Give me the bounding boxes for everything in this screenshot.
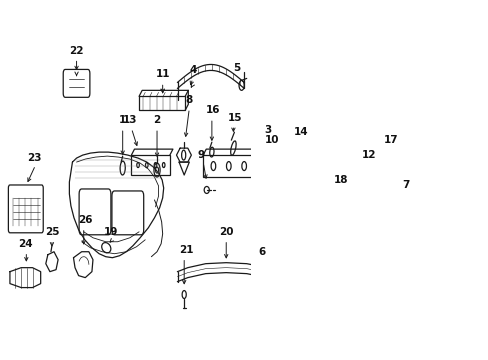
Text: 19: 19 (103, 227, 118, 237)
Bar (203, 155, 269, 177)
Text: 3: 3 (264, 125, 271, 135)
Text: 13: 13 (122, 115, 137, 125)
Text: 15: 15 (228, 113, 242, 123)
Text: 10: 10 (264, 135, 279, 145)
Text: 24: 24 (18, 239, 33, 249)
Text: 14: 14 (293, 127, 308, 137)
Text: 9: 9 (197, 150, 204, 160)
Text: 25: 25 (44, 227, 59, 237)
Text: 1: 1 (119, 115, 126, 125)
Text: 17: 17 (383, 135, 398, 145)
Text: 6: 6 (258, 247, 265, 257)
Text: 18: 18 (334, 175, 348, 185)
Text: 4: 4 (189, 66, 196, 76)
Text: 16: 16 (206, 105, 220, 115)
Bar (131, 155, 169, 175)
Text: 20: 20 (219, 227, 233, 237)
Text: 21: 21 (179, 245, 193, 255)
Text: 5: 5 (232, 63, 240, 73)
Text: 22: 22 (69, 45, 83, 55)
Text: 12: 12 (361, 150, 375, 160)
Text: 11: 11 (155, 69, 169, 80)
Text: 26: 26 (78, 215, 92, 225)
Text: 23: 23 (27, 153, 41, 163)
Text: 7: 7 (401, 180, 408, 190)
Text: 2: 2 (153, 115, 161, 125)
Text: 8: 8 (185, 95, 193, 105)
